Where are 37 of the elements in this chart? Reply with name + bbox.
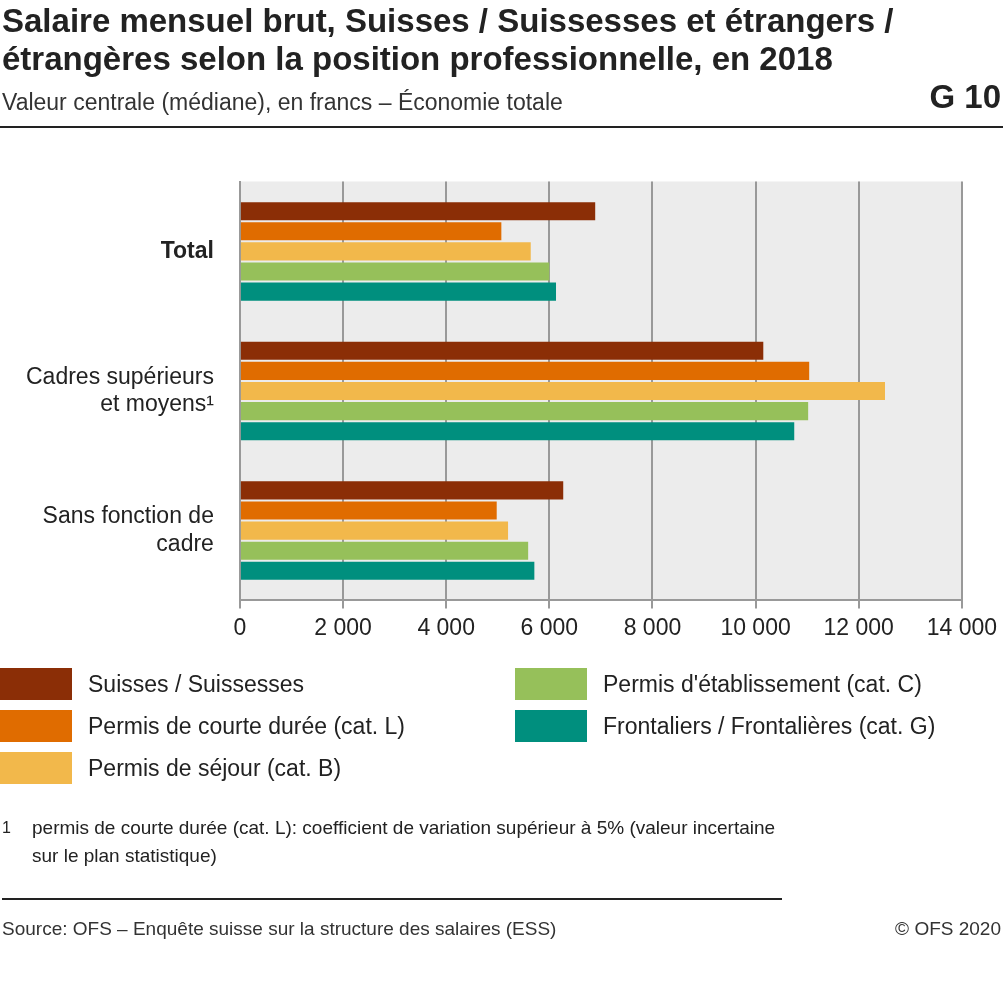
- bar: [240, 422, 795, 441]
- bar: [240, 202, 596, 221]
- bar: [240, 222, 502, 241]
- x-tick-label: 2 000: [314, 613, 372, 640]
- x-tick-label: 12 000: [823, 613, 894, 640]
- legend-label: Permis d'établissement (cat. C): [603, 670, 922, 698]
- bar: [240, 361, 810, 380]
- text: G 10: [929, 78, 1001, 116]
- x-tick-label: 6 000: [520, 613, 579, 640]
- bar: [240, 561, 535, 580]
- x-tick-label: 4 000: [417, 613, 475, 640]
- bar: [240, 262, 550, 281]
- x-tick-label: 0: [233, 613, 247, 640]
- x-tick-label: 8 000: [623, 613, 682, 640]
- legend-label: Frontaliers / Frontalières (cat. G): [603, 712, 936, 740]
- source-note: Source: OFS – Enquête suisse sur la structure des salaires (ESS): [2, 918, 557, 940]
- legend-label: Suisses / Suissesses: [88, 670, 305, 698]
- text: 1 permis de courte durée (cat. L): coefficient de variation supérieur à 5% (valeur incertaine sur le plan statistique): [2, 817, 776, 866]
- legend-label: Permis de séjour (cat. B): [88, 754, 342, 782]
- y-tick-label: Cadres supérieurs et moyens¹: [26, 362, 215, 417]
- legend-label: Permis de courte durée (cat. L): [88, 712, 406, 740]
- bar: [240, 341, 764, 360]
- text: © OFS 2020: [895, 918, 1001, 940]
- chart-title: Salaire mensuel brut, Suisses / Suissesses et étrangers / étrangères selon la position professionnelle, en 2018: [2, 1, 895, 78]
- y-tick-label: Sans fonction de cadre: [42, 502, 214, 556]
- chart-subtitle: Valeur centrale (médiane), en francs – Économie totale: [2, 89, 563, 116]
- y-tick-label: Total: [160, 236, 214, 263]
- bar: [240, 402, 809, 421]
- bar: [240, 381, 885, 401]
- bar: [240, 521, 509, 540]
- bar: [240, 282, 557, 301]
- bar: [240, 541, 529, 560]
- bar: [240, 481, 564, 500]
- x-tick-label: 10 000: [720, 613, 791, 640]
- bar: [240, 501, 497, 520]
- bar: [240, 242, 531, 261]
- x-tick-label: 14 000: [926, 613, 998, 640]
